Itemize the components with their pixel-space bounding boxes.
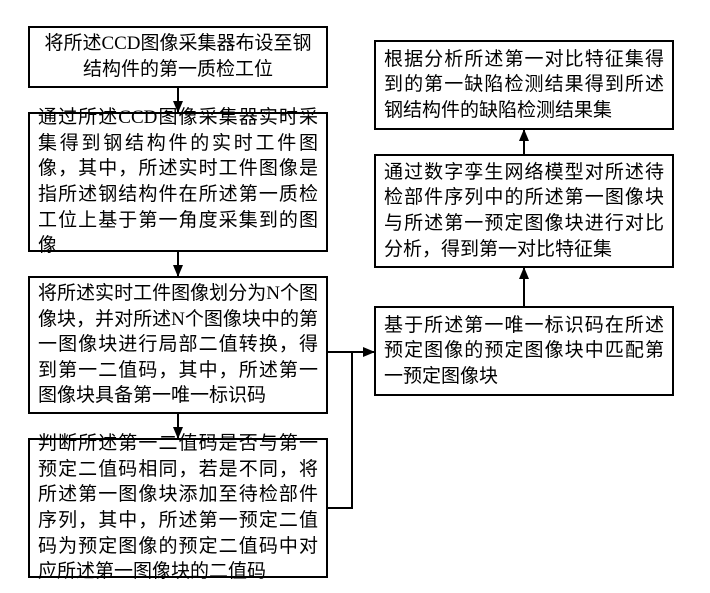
node-text: 基于所述第一唯一标识码在所述预定图像的预定图像块中匹配第一预定图像块 (384, 313, 664, 390)
node-compare-binary: 判断所述第一二值码是否与第一预定二值码相同，若是不同，将所述第一图像块添加至待检… (28, 438, 328, 578)
node-text: 根据分析所述第一对比特征集得到的第一缺陷检测结果得到所述钢结构件的缺陷检测结果集 (384, 47, 664, 124)
flowchart-canvas: 将所述CCD图像采集器布设至钢结构件的第一质检工位 通过所述CCD图像采集器实时… (0, 0, 710, 593)
node-split-binary: 将所述实时工件图像划分为N个图像块，并对所述N个图像块中的第一图像块进行局部二值… (28, 276, 328, 414)
node-text: 将所述CCD图像采集器布设至钢结构件的第一质检工位 (38, 31, 318, 82)
node-text: 将所述实时工件图像划分为N个图像块，并对所述N个图像块中的第一图像块进行局部二值… (38, 281, 318, 409)
node-realtime-capture: 通过所述CCD图像采集器实时采集得到钢结构件的实时工件图像，其中，所述实时工件图… (28, 112, 328, 252)
node-defect-result: 根据分析所述第一对比特征集得到的第一缺陷检测结果得到所述钢结构件的缺陷检测结果集 (374, 40, 674, 130)
node-text: 通过所述CCD图像采集器实时采集得到钢结构件的实时工件图像，其中，所述实时工件图… (38, 105, 318, 259)
node-text: 判断所述第一二值码是否与第一预定二值码相同，若是不同，将所述第一图像块添加至待检… (38, 431, 318, 585)
node-digital-twin: 通过数字孪生网络模型对所述待检部件序列中的所述第一图像块与所述第一预定图像块进行… (374, 154, 674, 268)
node-match-block: 基于所述第一唯一标识码在所述预定图像的预定图像块中匹配第一预定图像块 (374, 306, 674, 396)
node-ccd-deploy: 将所述CCD图像采集器布设至钢结构件的第一质检工位 (28, 26, 328, 88)
edge-n4-n5 (328, 352, 352, 508)
node-text: 通过数字孪生网络模型对所述待检部件序列中的所述第一图像块与所述第一预定图像块进行… (384, 160, 664, 263)
